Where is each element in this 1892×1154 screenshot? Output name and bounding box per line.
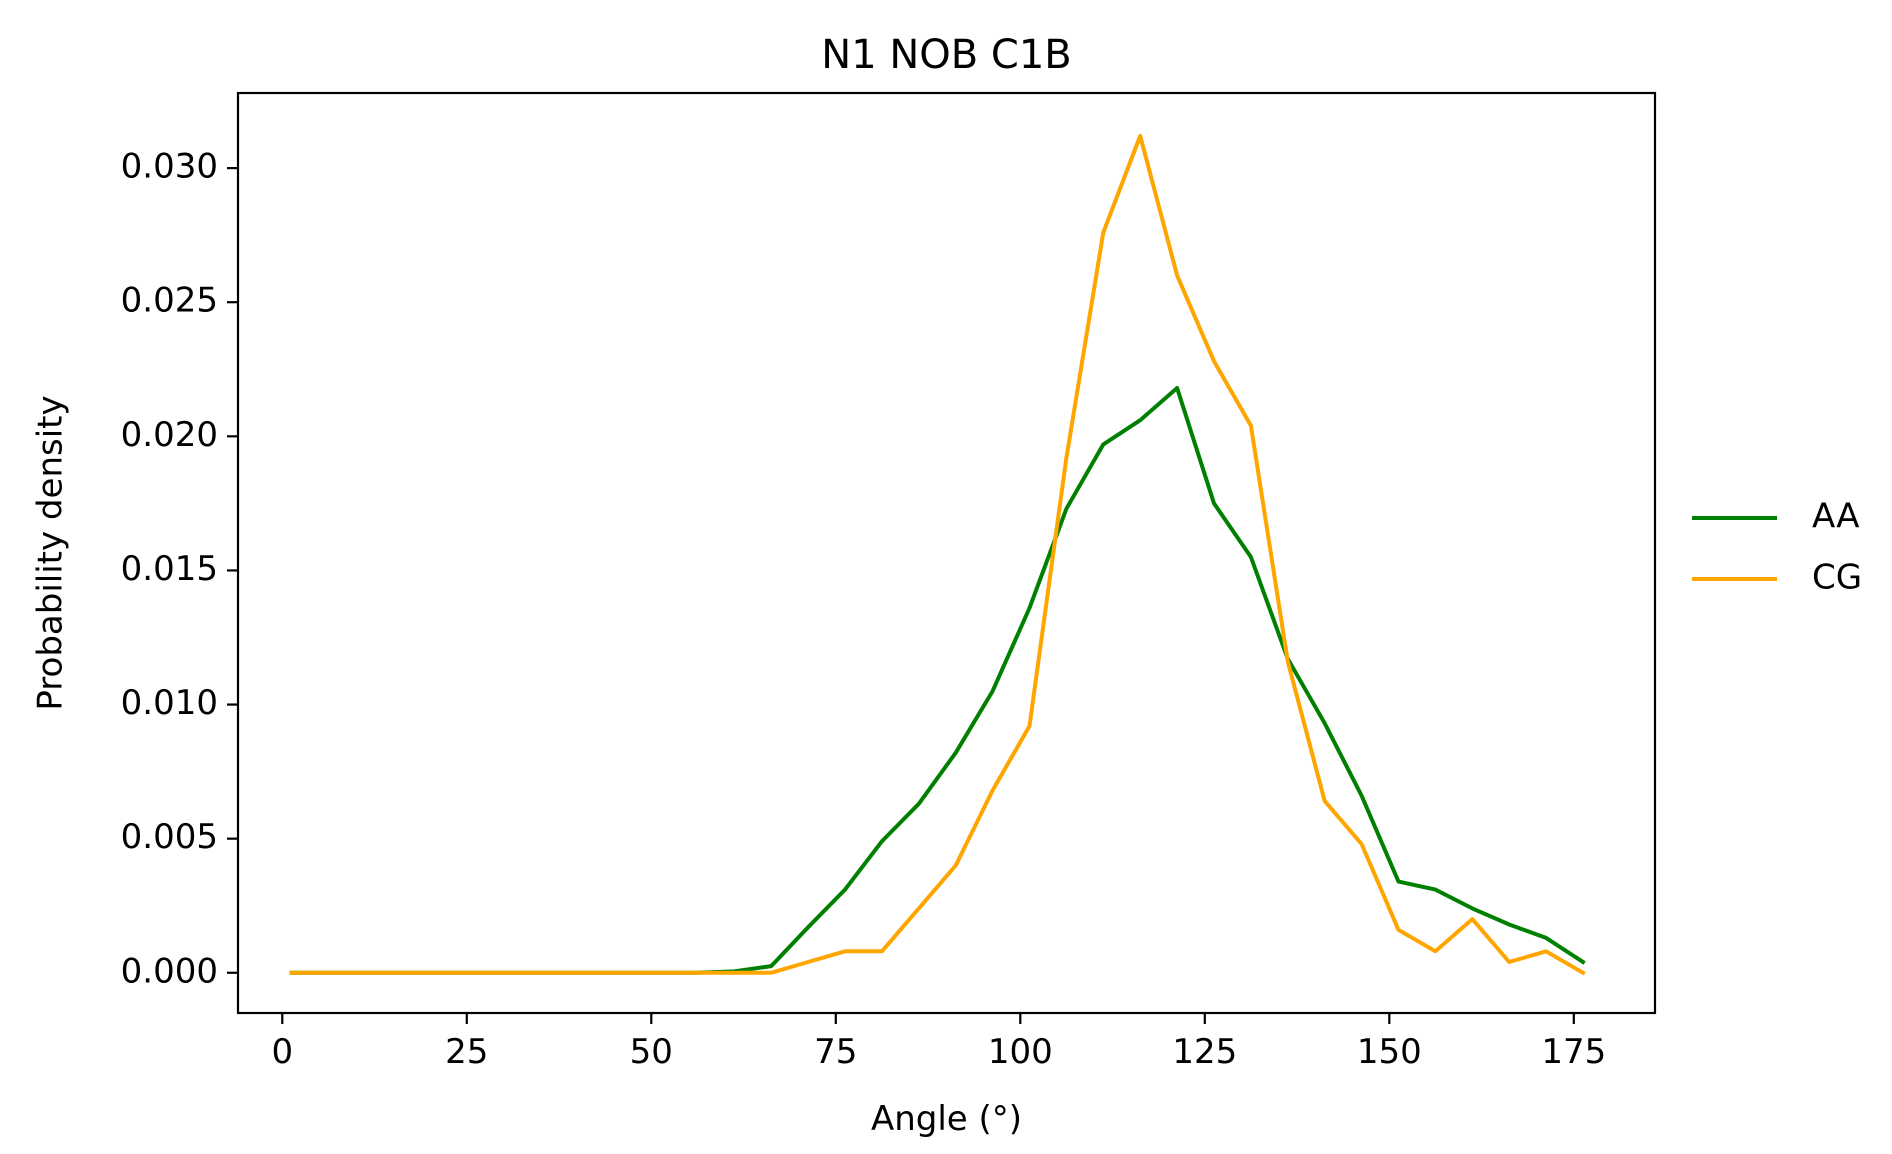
y-tick-label: 0.030 <box>121 147 218 187</box>
chart-title: N1 NOB C1B <box>821 32 1071 78</box>
y-tick-label: 0.015 <box>121 549 218 589</box>
x-tick-label: 50 <box>630 1032 673 1072</box>
legend: AA CG <box>1692 497 1862 598</box>
plot-frame <box>236 91 1657 1015</box>
y-axis-label: Probability density <box>31 395 71 710</box>
x-tick-label: 175 <box>1541 1032 1606 1072</box>
x-tick-label: 100 <box>988 1032 1053 1072</box>
series-layer <box>289 133 1586 976</box>
legend-label-cg: CG <box>1812 558 1862 598</box>
x-tick-label: 0 <box>271 1032 293 1072</box>
y-tick-label: 0.000 <box>121 951 218 991</box>
x-tick-label: 25 <box>445 1032 488 1072</box>
y-tick-label: 0.025 <box>121 281 218 321</box>
y-tick-label: 0.010 <box>121 683 218 723</box>
x-tick-label: 75 <box>814 1032 857 1072</box>
x-axis-ticks: 0 25 50 75 100 125 150 175 <box>271 1013 1606 1072</box>
legend-label-aa: AA <box>1812 497 1859 537</box>
series-line-cg <box>289 133 1586 976</box>
y-tick-label: 0.005 <box>121 817 218 857</box>
y-axis-ticks: 0.000 0.005 0.010 0.015 0.020 0.025 0.030 <box>121 147 238 991</box>
x-axis-label: Angle (°) <box>871 1099 1022 1139</box>
x-tick-label: 150 <box>1357 1032 1422 1072</box>
x-tick-label: 125 <box>1172 1032 1237 1072</box>
y-tick-label: 0.020 <box>121 415 218 455</box>
